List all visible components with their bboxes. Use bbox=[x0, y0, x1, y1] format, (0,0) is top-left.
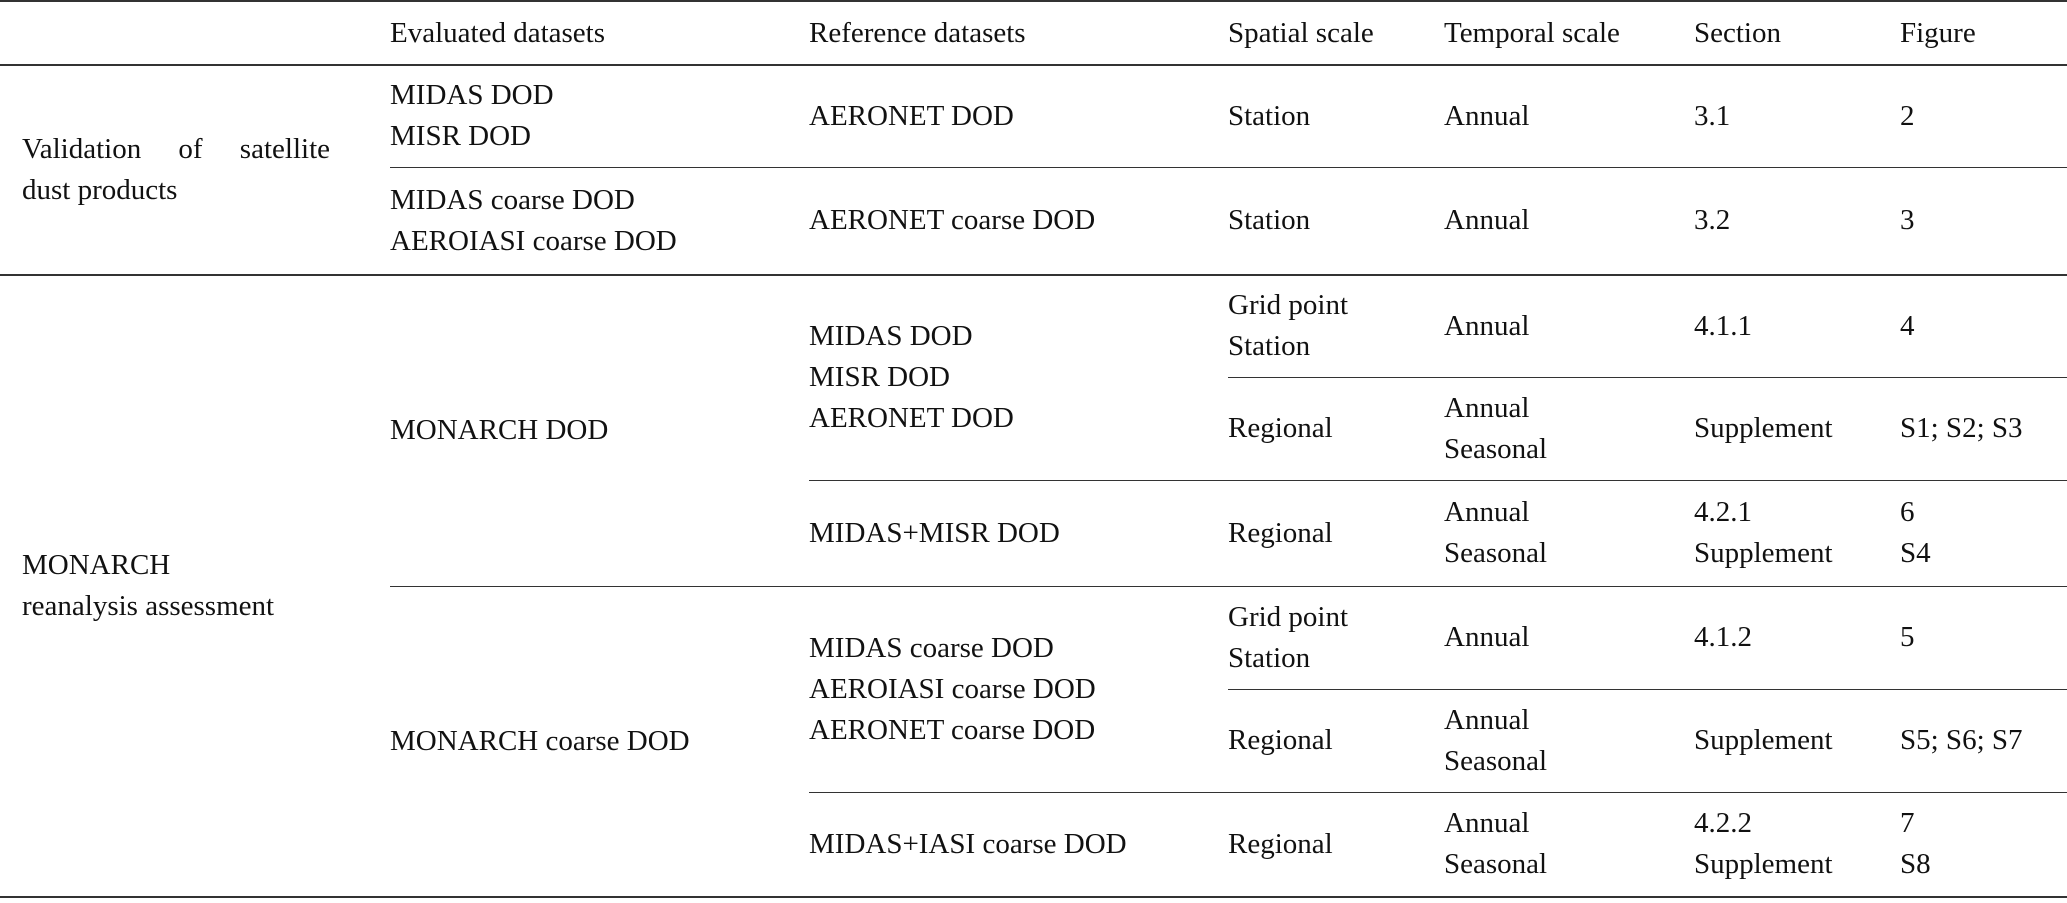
table-row: Validation of satellite dust products MI… bbox=[0, 65, 2067, 276]
temporal-text: Seasonal bbox=[1444, 744, 1548, 777]
section-cell: 3.1 bbox=[1694, 65, 1900, 168]
reference-cell: MIDAS coarse DOD AEROIASI coarse DOD AER… bbox=[809, 586, 1228, 793]
figure-cell: S5; S6; S7 bbox=[1900, 689, 2067, 793]
table-row: Regional Annual Seasonal Supplement S1; … bbox=[0, 377, 2067, 481]
evaluated-text: MIDAS coarse DOD bbox=[390, 183, 635, 216]
reference-cell: MIDAS DOD MISR DOD AERONET DOD bbox=[809, 275, 1228, 481]
figure-cell: 6 S4 bbox=[1900, 480, 2067, 587]
reference-text: MISR DOD bbox=[809, 361, 950, 394]
figure-cell: 2 bbox=[1900, 65, 2067, 168]
temporal-text: Seasonal bbox=[1444, 848, 1548, 881]
group-label-line: dust products bbox=[22, 174, 178, 206]
table-row: Regional Annual Seasonal Supplement S5; … bbox=[0, 689, 2067, 793]
header-section: Section bbox=[1694, 0, 1900, 66]
temporal-cell: Annual Seasonal bbox=[1444, 689, 1694, 793]
spatial-text: Grid point bbox=[1228, 600, 1349, 633]
group-label-line: reanalysis assessment bbox=[22, 590, 275, 622]
temporal-text: Annual bbox=[1444, 807, 1530, 840]
figure-text: 7 bbox=[1900, 807, 1915, 840]
header-temporal-scale: Temporal scale bbox=[1444, 0, 1694, 66]
header-figure: Figure bbox=[1900, 0, 2067, 66]
spatial-cell: Regional bbox=[1228, 377, 1444, 481]
table-row: MONARCH coarse DOD MIDAS coarse DOD AERO… bbox=[0, 586, 2067, 898]
temporal-cell: Annual bbox=[1444, 167, 1694, 276]
temporal-text: Annual bbox=[1444, 496, 1530, 528]
section-cell: 4.1.2 bbox=[1694, 586, 1900, 690]
reference-cell: MIDAS+MISR DOD bbox=[809, 480, 1228, 587]
group-label-monarch: MONARCH reanalysis assessment bbox=[0, 275, 390, 898]
table-row: MIDAS+IASI coarse DOD Regional Annual Se… bbox=[0, 792, 2067, 898]
reference-text: AEROIASI coarse DOD bbox=[809, 672, 1096, 705]
temporal-cell: Annual bbox=[1444, 65, 1694, 168]
spatial-cell: Regional bbox=[1228, 480, 1444, 587]
reference-text: AERONET coarse DOD bbox=[809, 713, 1096, 746]
evaluated-cell: MONARCH coarse DOD bbox=[390, 586, 809, 898]
evaluated-cell: MONARCH DOD bbox=[390, 275, 809, 587]
evaluated-text: AEROIASI coarse DOD bbox=[390, 224, 677, 257]
temporal-cell: Annual Seasonal bbox=[1444, 792, 1694, 898]
figure-text: 6 bbox=[1900, 496, 1915, 528]
spatial-text: Grid point bbox=[1228, 289, 1349, 322]
reference-cell: AERONET coarse DOD bbox=[809, 167, 1228, 276]
figure-cell: 3 bbox=[1900, 167, 2067, 276]
figure-cell: 7 S8 bbox=[1900, 792, 2067, 898]
section-cell: Supplement bbox=[1694, 689, 1900, 793]
section-text: 4.2.2 bbox=[1694, 807, 1752, 840]
spatial-text: Station bbox=[1228, 641, 1311, 674]
group-label-line: Validation of satellite bbox=[22, 133, 330, 165]
header-spatial-scale: Spatial scale bbox=[1228, 0, 1444, 66]
reference-text: MIDAS DOD bbox=[809, 320, 973, 353]
reference-cell: MIDAS+IASI coarse DOD bbox=[809, 792, 1228, 898]
temporal-cell: Annual Seasonal bbox=[1444, 377, 1694, 481]
temporal-text: Annual bbox=[1444, 391, 1530, 424]
evaluated-cell: MIDAS coarse DOD AEROIASI coarse DOD bbox=[390, 167, 809, 276]
table-row: MIDAS coarse DOD AEROIASI coarse DOD AER… bbox=[0, 167, 2067, 276]
reference-cell: AERONET DOD bbox=[809, 65, 1228, 168]
reference-text: MIDAS coarse DOD bbox=[809, 631, 1054, 664]
figure-text: S4 bbox=[1900, 537, 1931, 569]
spatial-cell: Station bbox=[1228, 65, 1444, 168]
temporal-text: Seasonal bbox=[1444, 432, 1548, 465]
header-reference-datasets: Reference datasets bbox=[809, 0, 1228, 66]
temporal-text: Seasonal bbox=[1444, 537, 1548, 569]
section-cell: 4.1.1 bbox=[1694, 275, 1900, 378]
section-cell: 3.2 bbox=[1694, 167, 1900, 276]
spatial-cell: Grid point Station bbox=[1228, 586, 1444, 690]
figure-cell: S1; S2; S3 bbox=[1900, 377, 2067, 481]
section-text: 4.2.1 bbox=[1694, 496, 1752, 528]
section-cell: 4.2.2 Supplement bbox=[1694, 792, 1900, 898]
header-evaluated-datasets: Evaluated datasets bbox=[390, 0, 809, 66]
section-text: Supplement bbox=[1694, 537, 1833, 569]
figure-text: S8 bbox=[1900, 848, 1931, 881]
temporal-cell: Annual bbox=[1444, 275, 1694, 378]
section-text: Supplement bbox=[1694, 848, 1833, 881]
group-label-line: MONARCH bbox=[22, 549, 171, 581]
evaluated-text: MISR DOD bbox=[390, 120, 531, 153]
figure-cell: 4 bbox=[1900, 275, 2067, 378]
table-body: Validation of satellite dust products MI… bbox=[0, 65, 2067, 898]
section-cell: 4.2.1 Supplement bbox=[1694, 480, 1900, 587]
spatial-cell: Regional bbox=[1228, 792, 1444, 898]
header-empty-cell bbox=[0, 0, 390, 66]
group-label-validation: Validation of satellite dust products bbox=[0, 65, 390, 276]
spatial-cell: Regional bbox=[1228, 689, 1444, 793]
evaluated-text: MIDAS DOD bbox=[390, 79, 554, 112]
reference-text: AERONET DOD bbox=[809, 402, 1014, 435]
section-cell: Supplement bbox=[1694, 377, 1900, 481]
spatial-cell: Grid point Station bbox=[1228, 275, 1444, 378]
temporal-cell: Annual bbox=[1444, 586, 1694, 690]
table-header: Evaluated datasets Reference datasets Sp… bbox=[0, 0, 2067, 66]
spatial-cell: Station bbox=[1228, 167, 1444, 276]
table-row: MONARCH reanalysis assessment MONARCH DO… bbox=[0, 275, 2067, 898]
evaluated-cell: MIDAS DOD MISR DOD bbox=[390, 65, 809, 168]
table-row: MIDAS+MISR DOD Regional Annual Seasonal … bbox=[0, 480, 2067, 587]
spatial-text: Station bbox=[1228, 330, 1311, 363]
figure-cell: 5 bbox=[1900, 586, 2067, 690]
temporal-cell: Annual Seasonal bbox=[1444, 480, 1694, 587]
temporal-text: Annual bbox=[1444, 703, 1530, 736]
